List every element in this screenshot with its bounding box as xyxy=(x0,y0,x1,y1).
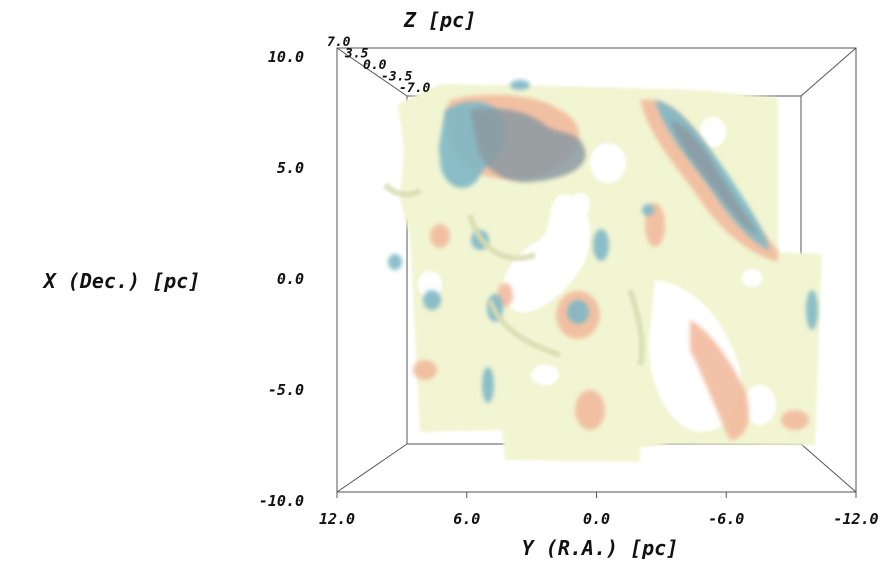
x-tick-label: -6.0 xyxy=(708,510,744,528)
y-tick-label: -10.0 xyxy=(259,492,304,510)
box-edge-br xyxy=(800,443,857,493)
hole xyxy=(502,194,591,313)
box-edge-tl xyxy=(336,47,408,97)
z-tick-label: 3.5 xyxy=(344,47,369,62)
surface-mid-density xyxy=(430,224,450,248)
z-axis-ticks: 7.03.50.0-3.5-7.0 xyxy=(327,35,430,96)
surface-mid-density xyxy=(690,320,750,440)
surface-high-density xyxy=(388,254,402,270)
x-tick-label: -12.0 xyxy=(833,510,878,528)
isosurface-volume xyxy=(382,80,822,462)
hole xyxy=(570,193,590,217)
surface-high-density xyxy=(567,300,589,324)
hole xyxy=(531,365,559,385)
surface-mid-density xyxy=(413,360,437,380)
hole xyxy=(744,385,776,425)
surface-mid-density xyxy=(575,390,605,430)
x-tick-label: 0.0 xyxy=(583,510,610,528)
surface-high-density xyxy=(593,229,609,261)
z-tick-label: -3.5 xyxy=(381,70,412,85)
z-tick-label: 0.0 xyxy=(363,58,387,73)
hole xyxy=(700,117,726,147)
y-tick-label: -5.0 xyxy=(268,381,304,399)
surface-overlap xyxy=(670,120,758,235)
y-tick-label: 0.0 xyxy=(277,270,304,288)
x-tick-label: 6.0 xyxy=(453,510,480,528)
y-axis-ticks: 10.0 5.0 0.0 -5.0 -10.0 xyxy=(259,48,304,510)
hole xyxy=(590,143,626,183)
filament xyxy=(487,298,561,358)
box-edge-bl xyxy=(336,443,408,493)
filament xyxy=(382,182,422,198)
surface-high-density xyxy=(642,204,654,216)
box-edge-tr xyxy=(800,47,857,97)
surface-high-density xyxy=(423,290,441,310)
surface-high-density xyxy=(440,132,484,188)
y-tick-label: 5.0 xyxy=(277,159,304,177)
surface-high-density xyxy=(482,367,494,403)
x-axis-title: Y (R.A.) [pc] xyxy=(522,536,679,560)
z-axis-title: Z [pc] xyxy=(403,8,476,32)
z-tick-label: 7.0 xyxy=(327,35,351,50)
surface-high-density xyxy=(806,290,818,330)
y-tick-label: 10.0 xyxy=(268,48,304,66)
filament xyxy=(467,214,536,262)
surface-overlap xyxy=(470,108,586,183)
surface-high-density xyxy=(510,80,530,90)
y-axis-title: X (Dec.) [pc] xyxy=(42,269,201,293)
x-axis-ticks: 12.0 6.0 0.0 -6.0 -12.0 xyxy=(319,492,879,528)
surface-mid-density xyxy=(781,410,809,430)
x-tick-label: 12.0 xyxy=(319,510,355,528)
hole xyxy=(742,269,762,287)
filament xyxy=(627,289,645,366)
z-tick-label: -7.0 xyxy=(399,81,430,96)
